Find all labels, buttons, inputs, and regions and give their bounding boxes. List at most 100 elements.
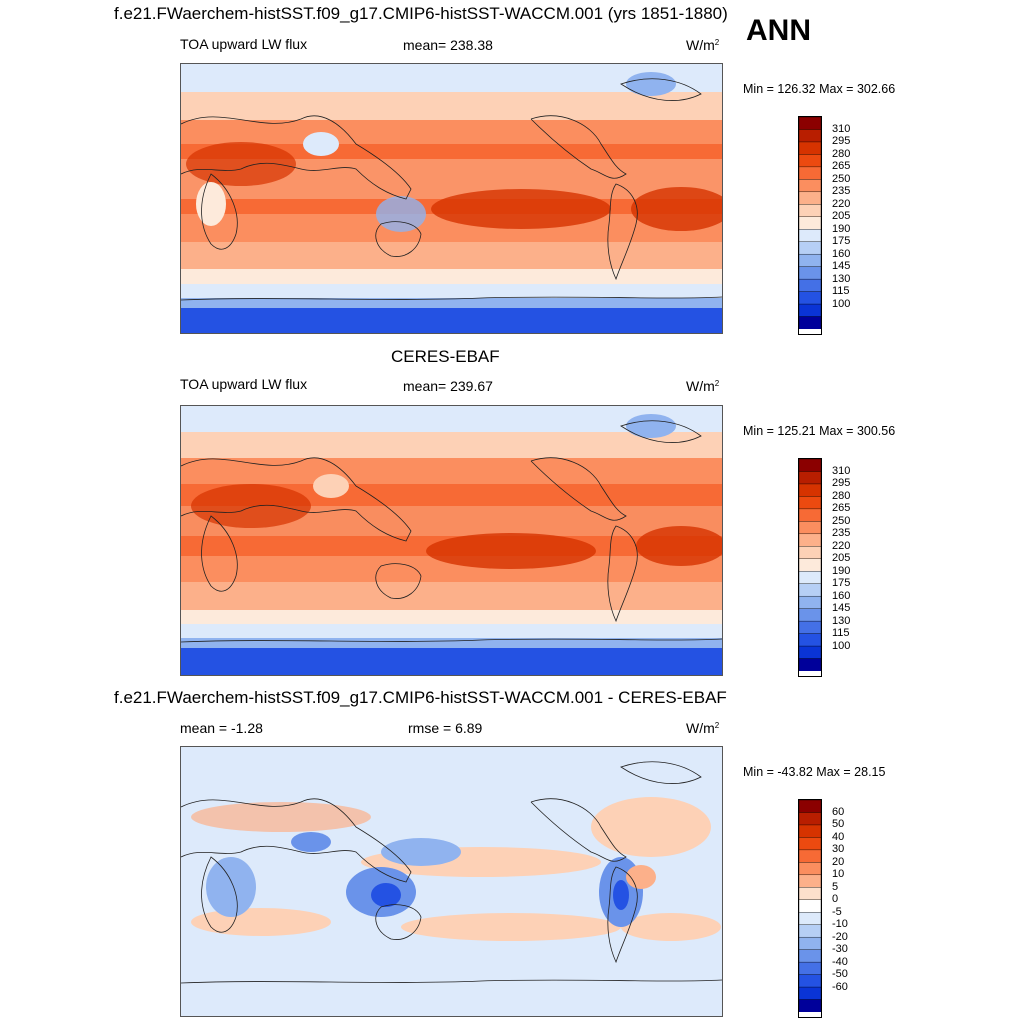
flux-colorbar-swatch (798, 595, 822, 610)
flux-colorbar-label: 205 (832, 210, 851, 223)
panel1-map (180, 63, 723, 334)
diff-colorbar-label: 0 (832, 893, 839, 906)
flux-colorbar-label: 310 (832, 123, 851, 135)
diff-colorbar-swatch (798, 924, 822, 938)
flux-colorbar-swatch (798, 191, 822, 205)
flux-colorbar-label: 295 (832, 135, 851, 148)
panel2-title: CERES-EBAF (391, 347, 500, 366)
flux-colorbar-label: 190 (832, 222, 851, 235)
diff-colorbar-label: -50 (832, 968, 848, 981)
diff-colorbar-label: -40 (832, 955, 848, 968)
flux-colorbar-swatch (798, 253, 822, 268)
panel2-map (180, 405, 723, 676)
diff-colorbar-label: -60 (832, 980, 848, 993)
diff-colorbar-label: -5 (832, 905, 842, 918)
flux-colorbar-swatch (798, 129, 822, 143)
flux-colorbar-swatch (798, 154, 822, 168)
panel3-rmse: rmse = 6.89 (408, 720, 483, 736)
diff-colorbar-swatch (798, 912, 822, 926)
flux-colorbar-label: 160 (832, 247, 851, 260)
diff-colorbar-label: 5 (832, 880, 839, 893)
panel1-map-field (181, 64, 722, 333)
flux-colorbar-label: 145 (832, 602, 851, 615)
flux-colorbar-swatch (798, 216, 822, 230)
flux-colorbar-1 (798, 116, 822, 335)
flux-colorbar-label: 115 (832, 627, 850, 640)
flux-colorbar-label: 235 (832, 527, 851, 540)
flux-colorbar-2-swatches (798, 458, 822, 672)
diff-colorbar (798, 799, 822, 1018)
panel2-units: W/m2 (686, 378, 720, 394)
flux-colorbar-label: 100 (832, 297, 851, 310)
flux-colorbar-label: 190 (832, 564, 851, 577)
flux-colorbar-swatch (798, 608, 822, 622)
diff-colorbar-label: 40 (832, 830, 845, 843)
diff-colorbar-swatch (798, 949, 822, 963)
panel3-map (180, 746, 723, 1017)
flux-colorbar-swatch (798, 658, 822, 672)
flux-colorbar-swatch (798, 471, 822, 485)
flux-colorbar-swatch (798, 458, 822, 473)
diff-colorbar-swatch (798, 862, 822, 876)
flux-colorbar-2 (798, 458, 822, 677)
flux-colorbar-label: 115 (832, 285, 850, 298)
flux-colorbar-swatch (798, 645, 822, 660)
flux-colorbar-swatch (798, 558, 822, 572)
panel1-units: W/m2 (686, 37, 720, 53)
flux-colorbar-label: 235 (832, 185, 851, 198)
flux-colorbar-label: 160 (832, 589, 851, 602)
diff-colorbar-swatch (798, 837, 822, 851)
flux-colorbar-label: 250 (832, 514, 851, 527)
diff-colorbar-swatch (798, 812, 822, 826)
flux-colorbar-label: 265 (832, 160, 851, 173)
diff-colorbar-swatch (798, 849, 822, 864)
flux-colorbar-label: 280 (832, 147, 851, 160)
panel1-minmax: Min = 126.32 Max = 302.66 (743, 82, 896, 96)
panel1-mean: mean= 238.38 (403, 37, 493, 53)
flux-colorbar-label: 310 (832, 465, 851, 477)
flux-colorbar-swatch (798, 633, 822, 647)
panel2-map-field (181, 406, 722, 675)
flux-colorbar-swatch (798, 521, 822, 535)
flux-colorbar-swatch (798, 316, 822, 330)
flux-colorbar-swatch (798, 483, 822, 498)
flux-colorbar-swatch (798, 116, 822, 131)
panel3-mean: mean = -1.28 (180, 720, 263, 736)
flux-colorbar-label: 175 (832, 235, 851, 248)
diff-colorbar-label: 10 (832, 868, 845, 881)
season-label: ANN (746, 14, 811, 47)
diff-colorbar-label: -10 (832, 918, 848, 931)
diff-colorbar-label: 50 (832, 818, 845, 831)
diff-colorbar-swatch (798, 824, 822, 839)
diff-colorbar-label: -20 (832, 930, 848, 943)
panel1-variable: TOA upward LW flux (180, 36, 308, 52)
flux-colorbar-swatch (798, 303, 822, 318)
diff-colorbar-swatch (798, 999, 822, 1013)
flux-colorbar-label: 295 (832, 477, 851, 490)
panel2-variable: TOA upward LW flux (180, 376, 308, 392)
flux-colorbar-swatch (798, 496, 822, 510)
diff-colorbar-swatch (798, 899, 822, 913)
flux-colorbar-label: 205 (832, 552, 851, 565)
flux-colorbar-swatch (798, 508, 822, 523)
flux-colorbar-label: 175 (832, 577, 851, 590)
flux-colorbar-swatch (798, 229, 822, 243)
flux-colorbar-label: 100 (832, 639, 851, 652)
flux-colorbar-swatch (798, 166, 822, 181)
flux-colorbar-swatch (798, 179, 822, 193)
diff-colorbar-swatch (798, 887, 822, 901)
panel3-minmax: Min = -43.82 Max = 28.15 (743, 765, 886, 779)
flux-colorbar-label: 220 (832, 539, 851, 552)
figure-title: f.e21.FWaerchem-histSST.f09_g17.CMIP6-hi… (114, 4, 728, 23)
diff-colorbar-swatch (798, 936, 822, 951)
panel3-units: W/m2 (686, 720, 720, 736)
flux-colorbar-label: 220 (832, 197, 851, 210)
panel3-title: f.e21.FWaerchem-histSST.f09_g17.CMIP6-hi… (114, 688, 727, 707)
diff-colorbar-swatch (798, 961, 822, 976)
diff-colorbar-label: 60 (832, 806, 845, 818)
flux-colorbar-swatch (798, 278, 822, 293)
flux-colorbar-swatch (798, 533, 822, 547)
flux-colorbar-swatch (798, 571, 822, 585)
flux-colorbar-label: 145 (832, 260, 851, 273)
diff-colorbar-swatch (798, 986, 822, 1001)
